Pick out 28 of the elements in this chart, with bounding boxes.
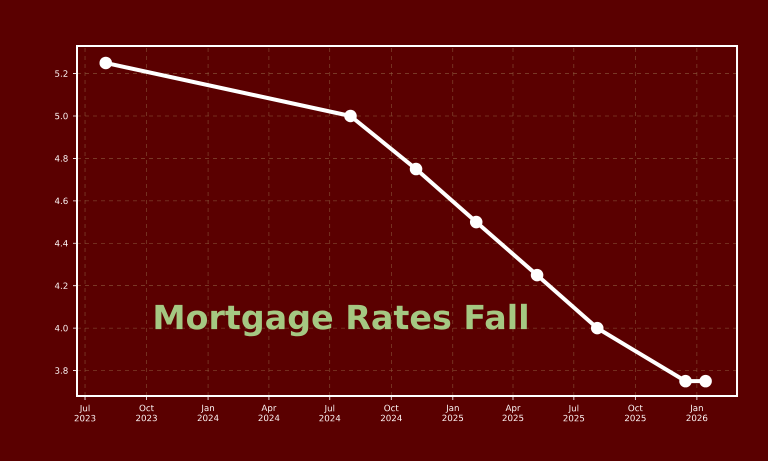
x-tick-label: Jul 2024	[319, 404, 340, 422]
y-tick-label: 4.0	[54, 324, 68, 332]
x-tick-label: Oct 2025	[624, 404, 646, 422]
x-tick-label: Apr 2025	[502, 404, 524, 422]
point	[410, 162, 422, 176]
x-tick-label: Jan 2025	[442, 404, 464, 422]
y-tick-label: 3.8	[55, 367, 68, 374]
x-tick-label: Jan 2026	[686, 404, 708, 422]
point	[530, 268, 544, 282]
x-tick-label: Apr 2024	[258, 404, 280, 422]
point	[99, 56, 112, 70]
x-tick-label: Oct 2024	[380, 404, 402, 422]
x-tick-label: Jul 2025	[563, 404, 584, 422]
y-tick-label: 5.0	[55, 112, 68, 120]
y-tick-label: 4.2	[54, 282, 68, 289]
y-tick-label: 4.8	[54, 155, 68, 162]
x-tick-label: Oct 2023	[136, 404, 157, 422]
y-tick-label: 4.6	[54, 198, 68, 204]
point	[590, 322, 604, 334]
y-tick-label: 5.2	[55, 70, 68, 77]
x-tick-label: Jan 2024	[198, 404, 219, 422]
annotation: Mortgage Rates Fall	[155, 304, 527, 336]
point	[699, 374, 712, 388]
point	[470, 216, 482, 228]
y-tick-label: 4.4	[54, 240, 68, 246]
point	[344, 110, 357, 122]
x-tick-label: Jul 2023	[74, 404, 96, 422]
point	[679, 374, 692, 388]
